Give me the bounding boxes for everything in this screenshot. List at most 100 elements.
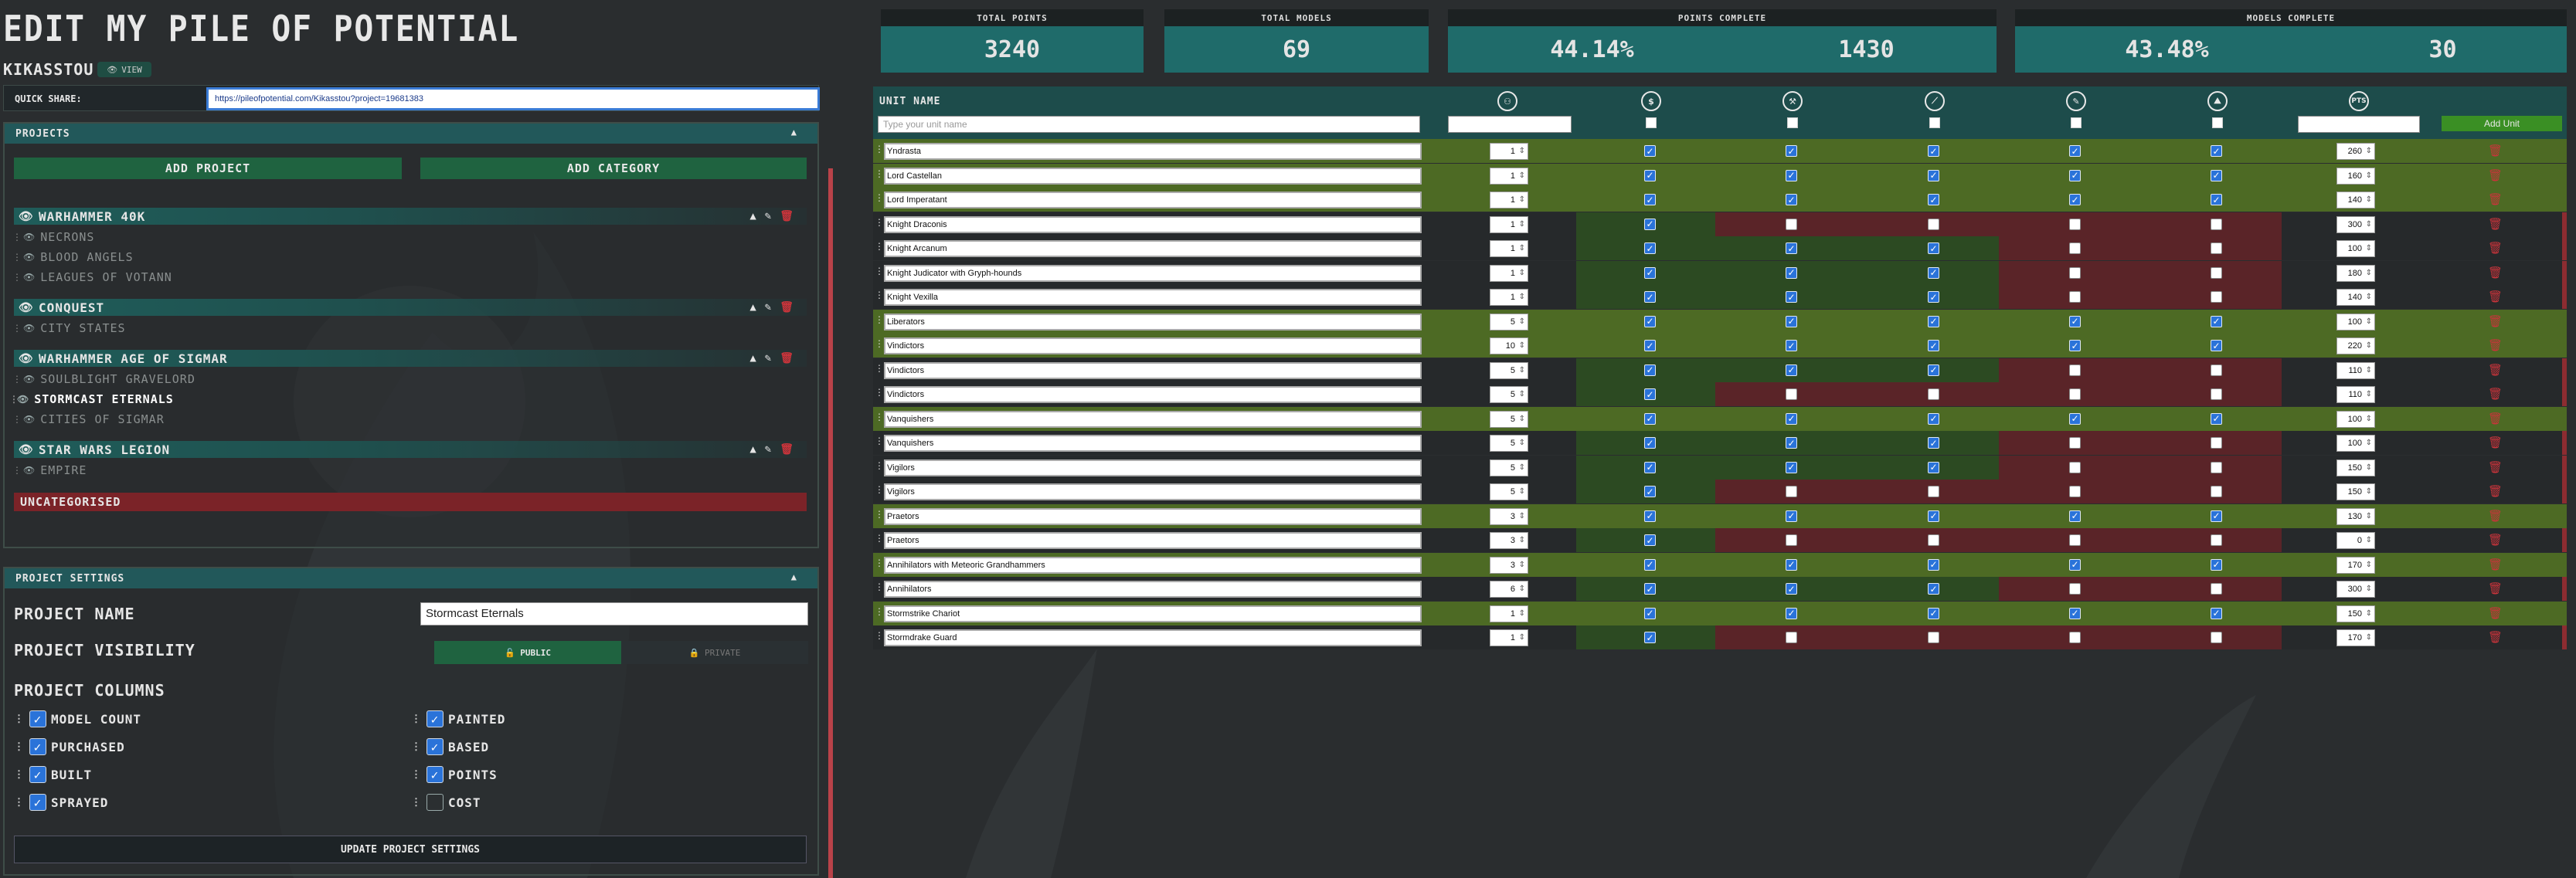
points-stepper[interactable]: 150 [2336, 605, 2375, 622]
painted-checkbox[interactable] [2069, 388, 2081, 400]
sprayed-checkbox[interactable]: ✓ [1928, 340, 1939, 351]
drag-handle-icon[interactable]: ⋮ [12, 323, 22, 334]
points-stepper[interactable]: 220 [2336, 337, 2375, 354]
points-stepper[interactable]: 110 [2336, 386, 2375, 403]
drag-handle-icon[interactable]: ⋮ [875, 630, 884, 641]
delete-unit-icon[interactable]: 🗑 [2488, 192, 2503, 206]
purchased-checkbox[interactable]: ✓ [1644, 364, 1656, 376]
model-count-stepper[interactable]: 3 [1490, 507, 1528, 525]
built-icon[interactable]: ⚒ [1782, 91, 1803, 111]
project-name-field[interactable]: Stormcast Eternals [420, 602, 808, 625]
delete-unit-icon[interactable]: 🗑 [2488, 508, 2503, 523]
points-stepper[interactable]: 140 [2336, 289, 2375, 306]
drag-handle-icon[interactable]: ⋮ [875, 581, 884, 592]
settings-panel-header[interactable]: PROJECT SETTINGS ▲ [5, 568, 817, 588]
drag-handle-icon[interactable]: ⋮ [875, 484, 884, 495]
project-item[interactable]: ⋮ 👁 EMPIRE [12, 462, 87, 479]
unit-name-field[interactable]: Vigilors [884, 483, 1422, 500]
update-project-settings-button[interactable]: UPDATE PROJECT SETTINGS [14, 836, 807, 863]
sprayed-checkbox[interactable]: ✓ [1928, 242, 1939, 254]
purchased-checkbox[interactable]: ✓ [1644, 169, 1656, 181]
painted-checkbox[interactable] [2069, 583, 2081, 595]
model-count-stepper[interactable]: 1 [1490, 167, 1528, 185]
project-item[interactable]: ⋮ 👁 CITY STATES [12, 320, 126, 337]
column-option[interactable]: ⋮ ✓ PURCHASED [14, 738, 125, 755]
projects-panel-header[interactable]: PROJECTS ▲ [5, 124, 817, 144]
based-checkbox[interactable] [2211, 534, 2222, 546]
sprayed-checkbox[interactable] [1928, 218, 1939, 230]
delete-unit-icon[interactable]: 🗑 [2488, 144, 2503, 158]
points-stepper[interactable]: 260 [2336, 143, 2375, 160]
painted-checkbox[interactable]: ✓ [2069, 412, 2081, 425]
painted-checkbox[interactable] [2069, 242, 2081, 254]
eye-icon[interactable]: 👁 [23, 232, 36, 242]
edit-icon[interactable]: ✎ [764, 352, 773, 364]
unit-name-field[interactable]: Lord Castellan [884, 167, 1422, 185]
based-checkbox[interactable]: ✓ [2211, 510, 2222, 522]
unit-name-field[interactable]: Knight Draconis [884, 215, 1422, 233]
eye-icon[interactable]: 👁 [19, 300, 35, 314]
unit-name-field[interactable]: Knight Judicator with Gryph-hounds [884, 264, 1422, 282]
built-checkbox[interactable]: ✓ [1786, 364, 1797, 376]
checkbox[interactable] [427, 794, 443, 811]
sprayed-checkbox[interactable]: ✓ [1928, 461, 1939, 473]
model-count-stepper[interactable]: 10 [1490, 337, 1528, 354]
column-option[interactable]: ⋮ ✓ SPRAYED [14, 794, 108, 811]
based-checkbox[interactable] [2211, 437, 2222, 449]
points-stepper[interactable]: 160 [2336, 167, 2375, 185]
built-checkbox[interactable]: ✓ [1786, 266, 1797, 279]
edit-icon[interactable]: ✎ [764, 301, 773, 314]
model-count-stepper[interactable]: 5 [1490, 361, 1528, 379]
built-checkbox[interactable]: ✓ [1786, 437, 1797, 449]
delete-unit-icon[interactable]: 🗑 [2488, 630, 2503, 644]
built-checkbox[interactable]: ✓ [1786, 558, 1797, 571]
painted-checkbox[interactable]: ✓ [2069, 169, 2081, 181]
delete-unit-icon[interactable]: 🗑 [2488, 241, 2503, 255]
sprayed-checkbox[interactable]: ✓ [1928, 437, 1939, 449]
built-checkbox[interactable] [1786, 388, 1797, 400]
delete-unit-icon[interactable]: 🗑 [2488, 168, 2503, 182]
painted-checkbox[interactable]: ✓ [2069, 145, 2081, 157]
painted-checkbox[interactable] [2069, 437, 2081, 449]
add-project-button[interactable]: ADD PROJECT [14, 158, 402, 179]
drag-handle-icon[interactable]: ⋮ [12, 465, 22, 476]
based-checkbox[interactable] [2211, 583, 2222, 595]
eye-icon[interactable]: 👁 [23, 252, 36, 263]
eye-icon[interactable]: 👁 [23, 272, 36, 283]
delete-unit-icon[interactable]: 🗑 [2488, 605, 2503, 620]
model-count-stepper[interactable]: 1 [1490, 215, 1528, 233]
purchased-icon[interactable]: $ [1641, 91, 1661, 111]
eye-icon[interactable]: 👁 [23, 374, 36, 385]
points-stepper[interactable]: 100 [2336, 240, 2375, 257]
built-checkbox[interactable]: ✓ [1786, 291, 1797, 303]
drag-handle-icon[interactable]: ⋮ [875, 314, 884, 325]
points-stepper[interactable]: 150 [2336, 483, 2375, 500]
sprayed-checkbox[interactable]: ✓ [1928, 194, 1939, 205]
new-unit-points-input[interactable] [2298, 116, 2420, 133]
model-count-stepper[interactable]: 5 [1490, 386, 1528, 403]
purchased-checkbox[interactable]: ✓ [1644, 461, 1656, 473]
checkbox[interactable]: ✓ [29, 766, 46, 783]
model-count-stepper[interactable]: 3 [1490, 556, 1528, 574]
new-unit-name-input[interactable]: Type your unit name [878, 116, 1420, 133]
model-count-stepper[interactable]: 1 [1490, 605, 1528, 622]
drag-handle-icon[interactable]: ⋮ [875, 144, 884, 154]
built-checkbox[interactable]: ✓ [1786, 412, 1797, 425]
column-option[interactable]: ⋮ ✓ MODEL COUNT [14, 710, 141, 727]
model-count-stepper[interactable]: 1 [1490, 240, 1528, 257]
private-toggle[interactable]: 🔒 PRIVATE [621, 641, 808, 664]
drag-handle-icon[interactable]: ⋮ [875, 411, 884, 422]
checkbox[interactable]: ✓ [29, 738, 46, 755]
sprayed-checkbox[interactable]: ✓ [1928, 291, 1939, 303]
drag-handle-icon[interactable]: ⋮ [875, 533, 884, 544]
delete-unit-icon[interactable]: 🗑 [2488, 411, 2503, 425]
drag-handle-icon[interactable]: ⋮ [875, 192, 884, 203]
built-checkbox[interactable]: ✓ [1786, 607, 1797, 619]
column-option[interactable]: ⋮ COST [411, 794, 481, 811]
eye-icon[interactable]: 👁 [23, 414, 36, 425]
points-stepper[interactable]: 150 [2336, 459, 2375, 476]
built-checkbox[interactable]: ✓ [1786, 461, 1797, 473]
drag-handle-icon[interactable]: ⋮ [14, 768, 25, 781]
points-stepper[interactable]: 0 [2336, 532, 2375, 549]
purchased-all-checkbox[interactable] [1646, 117, 1657, 128]
